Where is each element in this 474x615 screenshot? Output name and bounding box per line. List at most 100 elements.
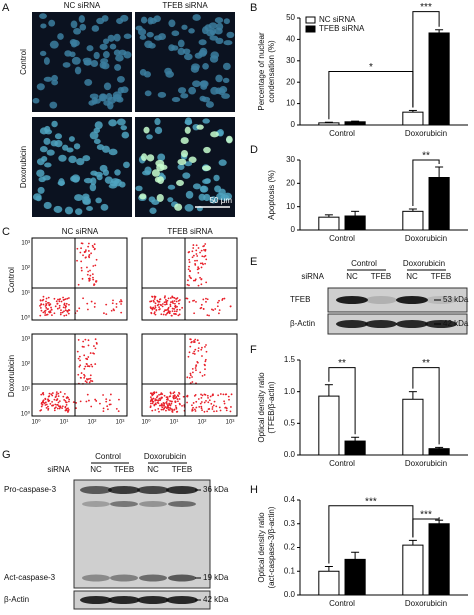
nucleus: [66, 147, 74, 153]
y-tick-label: 30: [286, 155, 295, 164]
event-dot: [94, 302, 96, 305]
event-dot: [200, 303, 203, 306]
event-dot: [178, 308, 181, 311]
nucleus: [51, 79, 59, 86]
column-label: TFEB siRNA: [167, 227, 213, 236]
event-dot: [76, 310, 79, 312]
nucleus: [215, 74, 223, 83]
event-dot: [192, 402, 195, 404]
nucleus: [37, 186, 45, 194]
event-dot: [42, 303, 45, 306]
event-dot: [87, 242, 90, 245]
event-dot: [150, 312, 153, 315]
event-dot: [199, 371, 202, 374]
bar: [344, 215, 366, 231]
nucleus: [171, 45, 179, 51]
nucleus: [95, 197, 102, 204]
event-dot: [83, 375, 86, 377]
x-tick-label: Doxorubicin: [405, 234, 447, 243]
event-dot: [90, 379, 92, 382]
event-dot: [223, 402, 226, 405]
event-dot: [230, 406, 232, 408]
event-dot: [89, 377, 92, 380]
nucleus: [58, 154, 67, 162]
nucleus: [113, 33, 121, 42]
event-dot: [189, 374, 192, 377]
panel-label: H: [250, 484, 258, 496]
nucleus: [82, 155, 91, 162]
nucleus: [114, 169, 121, 176]
nucleus: [215, 87, 222, 95]
event-dot: [54, 403, 57, 406]
nucleus: [123, 161, 130, 169]
event-dot: [64, 409, 67, 412]
event-dot: [169, 303, 172, 306]
event-dot: [211, 308, 213, 311]
event-dot: [61, 405, 64, 408]
event-dot: [55, 391, 58, 394]
event-dot: [188, 265, 190, 268]
nucleus: [43, 201, 52, 210]
event-dot: [215, 410, 218, 413]
event-dot: [47, 408, 50, 411]
event-dot: [150, 307, 152, 310]
band: [168, 574, 196, 582]
band-label: Act-caspase-3: [4, 573, 56, 582]
event-dot: [115, 302, 118, 305]
nucleus: [112, 91, 122, 100]
event-dot: [88, 253, 91, 256]
event-dot: [178, 398, 181, 400]
event-dot: [153, 312, 156, 315]
event-dot: [64, 309, 67, 312]
nucleus: [201, 96, 211, 103]
nucleus: [196, 124, 204, 130]
event-dot: [192, 352, 195, 355]
event-dot: [51, 400, 53, 403]
band: [365, 296, 397, 304]
band: [80, 486, 112, 494]
event-dot: [84, 365, 87, 368]
event-dot: [176, 305, 178, 308]
nucleus: [222, 62, 231, 71]
event-dot: [155, 396, 158, 399]
nucleus: [108, 148, 118, 156]
event-dot: [60, 311, 62, 314]
nucleus: [101, 62, 110, 70]
event-dot: [223, 297, 226, 300]
nucleus: [143, 126, 150, 134]
band: [336, 296, 368, 304]
event-dot: [75, 401, 78, 404]
event-dot: [55, 300, 58, 303]
event-dot: [201, 409, 203, 412]
event-dot: [78, 307, 81, 310]
nucleus: [79, 23, 87, 31]
nucleus: [214, 27, 223, 35]
x-tick-label: Doxorubicin: [405, 459, 447, 468]
band: [139, 501, 167, 507]
event-dot: [169, 404, 172, 407]
event-dot: [206, 394, 209, 397]
event-dot: [215, 405, 218, 408]
significance-bracket: [412, 159, 440, 206]
bar: [344, 121, 366, 126]
nucleus: [73, 143, 81, 150]
nucleus: [167, 184, 176, 190]
event-dot: [217, 394, 220, 397]
event-dot: [151, 398, 154, 401]
nucleus: [183, 53, 193, 61]
event-dot: [191, 409, 194, 412]
event-dot: [191, 381, 194, 383]
event-dot: [164, 295, 166, 298]
lane-label: NC: [147, 465, 159, 474]
nucleus: [180, 93, 189, 99]
y-tick-label: 30: [286, 56, 295, 65]
event-dot: [53, 398, 56, 401]
y-axis-label: Optical density ratio: [257, 372, 266, 443]
event-dot: [173, 391, 176, 394]
event-dot: [51, 404, 54, 407]
event-dot: [155, 391, 158, 394]
event-dot: [48, 311, 51, 314]
event-dot: [92, 278, 95, 281]
event-dot: [214, 308, 217, 310]
event-dot: [202, 307, 205, 310]
